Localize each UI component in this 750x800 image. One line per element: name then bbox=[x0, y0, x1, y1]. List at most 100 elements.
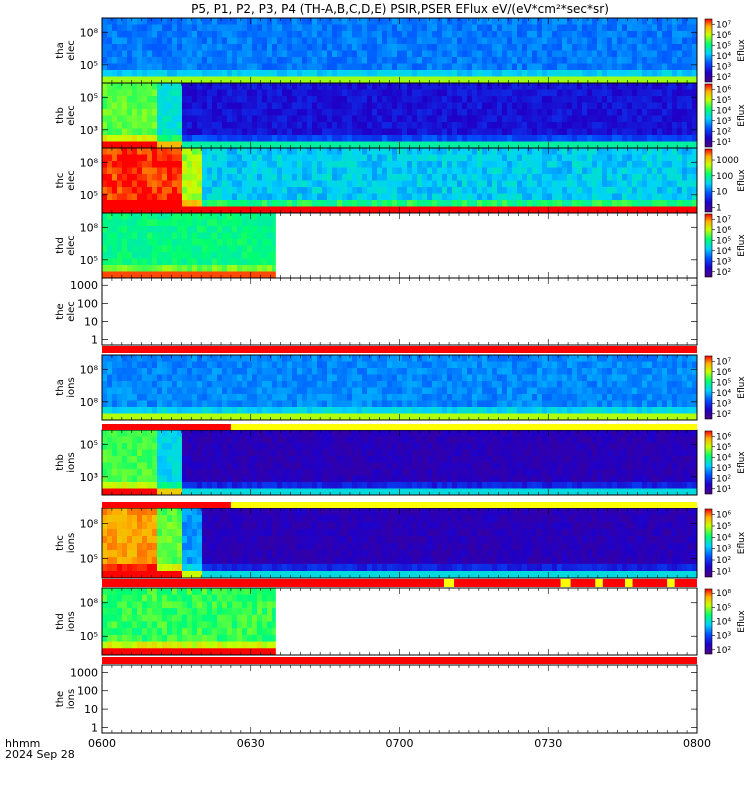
spectrogram-cell bbox=[127, 226, 133, 233]
spectrogram-cell bbox=[377, 96, 383, 103]
spectrogram-cell bbox=[147, 213, 153, 220]
spectrogram-cell bbox=[137, 96, 143, 103]
spectrogram-cell bbox=[132, 44, 138, 51]
spectrogram-cell bbox=[682, 37, 688, 45]
spectrogram-cell bbox=[307, 37, 313, 45]
spectrogram-cell bbox=[402, 89, 408, 97]
spectrogram-cell bbox=[512, 109, 518, 116]
spectrogram-cell bbox=[162, 83, 168, 90]
spectrogram-cell bbox=[687, 154, 693, 162]
spectrogram-cell bbox=[257, 258, 263, 266]
spectrogram-cell bbox=[202, 89, 208, 97]
spectrogram-cell bbox=[517, 115, 523, 123]
spectrogram-cell bbox=[247, 102, 253, 110]
spectrogram-cell bbox=[347, 167, 353, 175]
spectrogram-cell bbox=[372, 135, 378, 142]
spectrogram-cell bbox=[477, 76, 483, 84]
spectrogram-cell bbox=[612, 18, 618, 25]
spectrogram-cell bbox=[662, 18, 668, 25]
spectrogram-cell bbox=[137, 148, 143, 155]
spectrogram-cell bbox=[222, 122, 228, 129]
spectrogram-cell bbox=[522, 102, 528, 110]
spectrogram-cell bbox=[672, 135, 678, 142]
spectrogram-cell bbox=[197, 361, 203, 369]
spectrogram-cell bbox=[612, 200, 618, 207]
spectrogram-cell bbox=[157, 355, 163, 362]
spectrogram-cell bbox=[477, 115, 483, 123]
spectrogram-cell bbox=[202, 355, 208, 362]
spectrogram-cell bbox=[657, 102, 663, 110]
spectrogram-cell bbox=[297, 187, 303, 194]
spectrogram-cell bbox=[117, 252, 123, 259]
spectrogram-cell bbox=[187, 50, 193, 58]
spectrogram-cell bbox=[187, 245, 193, 253]
spectrogram-cell bbox=[512, 50, 518, 58]
spectrogram-cell bbox=[517, 18, 523, 25]
spectrogram-cell bbox=[672, 31, 678, 38]
spectrogram-cell bbox=[437, 115, 443, 123]
spectrogram-cell bbox=[372, 18, 378, 25]
spectrogram-cell bbox=[142, 180, 148, 188]
spectrogram-cell bbox=[237, 219, 243, 227]
spectrogram-cell bbox=[632, 76, 638, 84]
spectrogram-cell bbox=[282, 193, 288, 201]
spectrogram-cell bbox=[272, 57, 278, 64]
spectrogram-cell bbox=[202, 31, 208, 38]
spectrogram-cell bbox=[187, 102, 193, 110]
spectrogram-cell bbox=[637, 63, 643, 71]
spectrogram-cell bbox=[372, 50, 378, 58]
spectrogram-cell bbox=[637, 206, 643, 214]
spectrogram-cell bbox=[262, 374, 268, 382]
spectrogram-cell bbox=[197, 213, 203, 220]
spectrogram-cell bbox=[307, 187, 313, 194]
spectrogram-cell bbox=[337, 102, 343, 110]
spectrogram-cell bbox=[102, 96, 108, 103]
spectrogram-cell bbox=[502, 180, 508, 188]
spectrogram-cell bbox=[137, 89, 143, 97]
spectrogram-cell bbox=[147, 128, 153, 136]
spectrogram-cell bbox=[302, 154, 308, 162]
spectrogram-cell bbox=[472, 24, 478, 32]
spectrogram-cell bbox=[667, 193, 673, 201]
spectrogram-cell bbox=[232, 394, 238, 401]
spectrogram-cell bbox=[107, 115, 113, 123]
spectrogram-cell bbox=[507, 200, 513, 207]
spectrogram-cell bbox=[437, 193, 443, 201]
spectrogram-cell bbox=[142, 355, 148, 362]
spectrogram-cell bbox=[142, 271, 148, 279]
spectrogram-cell bbox=[592, 135, 598, 142]
spectrogram-cell bbox=[637, 44, 643, 51]
spectrogram-cell bbox=[152, 271, 158, 279]
spectrogram-cell bbox=[362, 187, 368, 194]
spectrogram-cell bbox=[132, 18, 138, 25]
spectrogram-cell bbox=[412, 18, 418, 25]
spectrogram-cell bbox=[352, 122, 358, 129]
spectrogram-cell bbox=[127, 37, 133, 45]
spectrogram-cell bbox=[602, 206, 608, 214]
spectrogram-cell bbox=[392, 50, 398, 58]
spectrogram-cell bbox=[592, 57, 598, 64]
spectrogram-cell bbox=[657, 128, 663, 136]
spectrogram-cell bbox=[162, 135, 168, 142]
spectrogram-cell bbox=[377, 128, 383, 136]
spectrogram-cell bbox=[282, 187, 288, 194]
spectrogram-cell bbox=[632, 50, 638, 58]
spectrogram-cell bbox=[587, 44, 593, 51]
spectrogram-cell bbox=[597, 187, 603, 194]
spectrogram-cell bbox=[297, 18, 303, 25]
spectrogram-cell bbox=[592, 122, 598, 129]
spectrogram-cell bbox=[152, 109, 158, 116]
spectrogram-cell bbox=[142, 96, 148, 103]
spectrogram-cell bbox=[637, 57, 643, 64]
spectrogram-cell bbox=[187, 394, 193, 401]
spectrogram-cell bbox=[352, 50, 358, 58]
spectrogram-cell bbox=[307, 148, 313, 155]
spectrogram-cell bbox=[467, 96, 473, 103]
spectrogram-cell bbox=[142, 31, 148, 38]
spectrogram-cell bbox=[437, 63, 443, 71]
spectrogram-cell bbox=[292, 96, 298, 103]
spectrogram-cell bbox=[212, 37, 218, 45]
spectrogram-cell bbox=[187, 400, 193, 408]
spectrogram-cell bbox=[327, 193, 333, 201]
spectrogram-cell bbox=[362, 89, 368, 97]
